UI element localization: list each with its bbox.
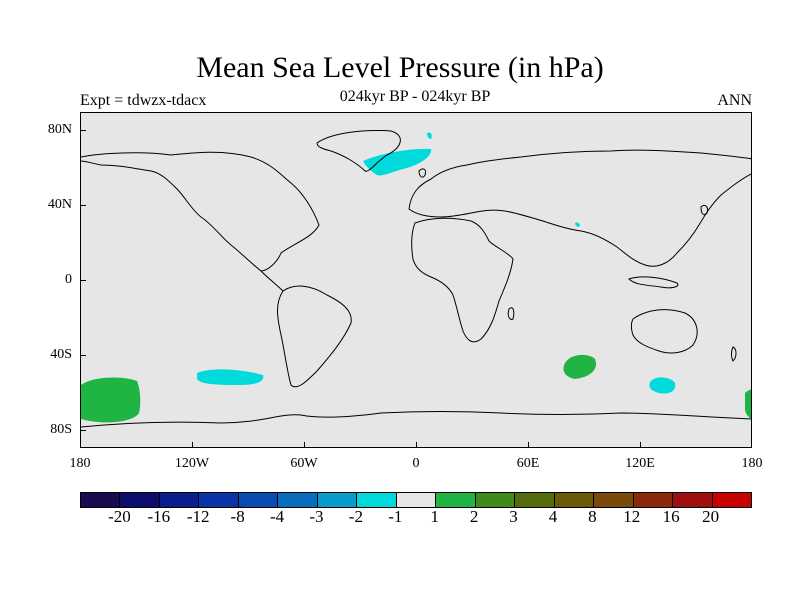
colorbar-segment <box>554 493 595 507</box>
x-tick <box>192 442 193 448</box>
coast-central-america <box>260 270 284 292</box>
period-label: 024kyr BP - 024kyr BP <box>339 88 491 105</box>
colorbar-label: -1 <box>388 507 403 526</box>
x-tick <box>304 442 305 448</box>
x-tick-label: 120W <box>174 456 210 471</box>
colorbar-label: 4 <box>548 507 558 526</box>
anomaly-middle-east <box>575 222 580 227</box>
x-tick-label: 60E <box>516 456 540 471</box>
anomaly-south-pacific-west <box>81 377 141 423</box>
colorbar-label: 12 <box>623 507 641 526</box>
colorbar-segment <box>396 493 437 507</box>
y-tick-label: 40N <box>47 197 72 212</box>
anomaly-south-pacific <box>197 369 264 385</box>
colorbar-label: 8 <box>588 507 597 526</box>
colorbar-label: -4 <box>269 507 285 526</box>
anomaly-dateline-east <box>745 389 751 419</box>
y-tick <box>80 130 86 131</box>
colorbar-label: -2 <box>348 507 363 526</box>
y-tick-label: 80S <box>50 422 72 437</box>
colorbar-segment <box>515 493 555 507</box>
y-tick <box>80 355 86 356</box>
colorbar-segment <box>159 493 200 507</box>
colorbar-segment <box>199 493 239 507</box>
coast-madagascar <box>507 307 515 320</box>
y-tick <box>80 430 86 431</box>
colorbar-label: 16 <box>662 507 680 526</box>
colorbar-segment <box>278 493 318 507</box>
colorbar-segment <box>436 493 476 507</box>
colorbar-label: 1 <box>430 507 439 526</box>
chart-title: Mean Sea Level Pressure (in hPa) <box>196 51 604 84</box>
x-tick-label: 0 <box>412 456 420 471</box>
colorbar-segment <box>120 493 160 507</box>
coast-europe-asia <box>408 149 751 267</box>
coast-north-america <box>81 151 320 272</box>
y-tick <box>80 205 86 206</box>
colorbar-segment <box>594 493 634 507</box>
anomaly-layer <box>81 132 751 423</box>
colorbar-labels: -20 -16 -12 -8 -4 -3 -2 -1 1 2 3 4 8 12 16 20 <box>0 507 800 527</box>
colorbar-label: 2 <box>469 507 479 526</box>
colorbar-label: -12 <box>186 507 210 526</box>
colorbar-label: -20 <box>108 507 131 526</box>
x-tick-label: 180 <box>741 456 763 471</box>
colorbar-segment <box>317 493 358 507</box>
coast-uk <box>418 168 426 178</box>
colorbar-label: 3 <box>509 507 518 526</box>
y-tick-label: 40S <box>50 347 72 362</box>
y-tick-label: 80N <box>47 122 72 137</box>
world-map <box>81 130 751 428</box>
coast-indonesia <box>628 276 679 289</box>
coast-new-zealand <box>731 346 737 362</box>
coast-australia <box>631 309 698 354</box>
x-tick <box>528 442 529 448</box>
coast-japan <box>700 204 708 216</box>
coastlines <box>81 130 751 428</box>
coast-africa <box>411 217 514 343</box>
x-tick-label: 180 <box>69 456 91 471</box>
x-tick-label: 120E <box>625 456 655 471</box>
experiment-label: Expt = tdwzx-tdacx <box>80 92 207 109</box>
y-tick-label: 0 <box>65 272 72 287</box>
colorbar-segment <box>633 493 674 507</box>
x-tick <box>640 442 641 448</box>
coast-south-america <box>277 285 352 388</box>
colorbar-segment <box>673 493 713 507</box>
colorbar-label: -8 <box>230 507 245 526</box>
season-label: ANN <box>717 92 752 109</box>
anomaly-indian-ocean <box>563 354 597 379</box>
x-tick <box>416 442 417 448</box>
colorbar-segment <box>475 493 516 507</box>
colorbar-label: -16 <box>147 507 171 526</box>
colorbar-label: 20 <box>702 507 720 526</box>
anomaly-north-atlantic <box>363 148 432 176</box>
y-tick <box>80 280 86 281</box>
colorbar-segment <box>712 493 751 507</box>
map-panel <box>80 112 752 448</box>
anomaly-arctic-small <box>427 132 432 139</box>
colorbar-segment <box>81 493 121 507</box>
coast-greenland <box>316 130 401 172</box>
colorbar-segment <box>238 493 279 507</box>
anomaly-southern-ocean-east <box>649 377 676 394</box>
x-tick-label: 60W <box>290 456 318 471</box>
coast-antarctica <box>81 411 751 428</box>
colorbar-segment <box>357 493 397 507</box>
colorbar <box>80 492 752 508</box>
colorbar-label: -3 <box>309 507 324 526</box>
